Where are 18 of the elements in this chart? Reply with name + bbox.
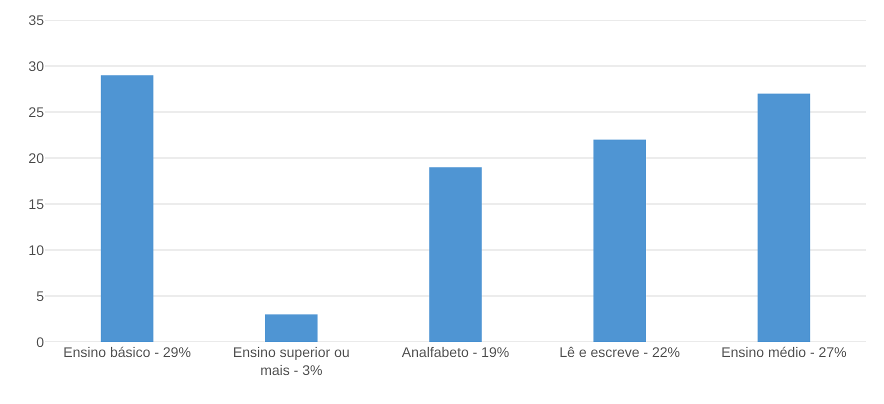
y-tick-label: 15 bbox=[28, 196, 44, 212]
x-tick-label: Ensino básico - 29% bbox=[63, 344, 191, 360]
y-tick-label: 30 bbox=[28, 58, 44, 74]
bar bbox=[100, 75, 154, 342]
x-tick-label: Lê e escreve - 22% bbox=[559, 344, 680, 360]
y-tick-label: 10 bbox=[28, 242, 44, 258]
bar bbox=[593, 140, 646, 342]
y-tick-label: 20 bbox=[28, 150, 44, 166]
bar bbox=[429, 167, 482, 342]
x-tick-label: Ensino superior ou mais - 3% bbox=[232, 344, 350, 378]
x-tick-label: Ensino médio - 27% bbox=[721, 344, 847, 360]
y-tick-label: 35 bbox=[28, 12, 44, 28]
y-tick-label: 25 bbox=[28, 104, 44, 120]
bar bbox=[758, 94, 810, 342]
y-tick-label: 0 bbox=[36, 334, 44, 350]
bar bbox=[265, 314, 318, 342]
x-tick-label: Analfabeto - 19% bbox=[402, 344, 510, 360]
y-tick-label: 5 bbox=[36, 288, 44, 304]
